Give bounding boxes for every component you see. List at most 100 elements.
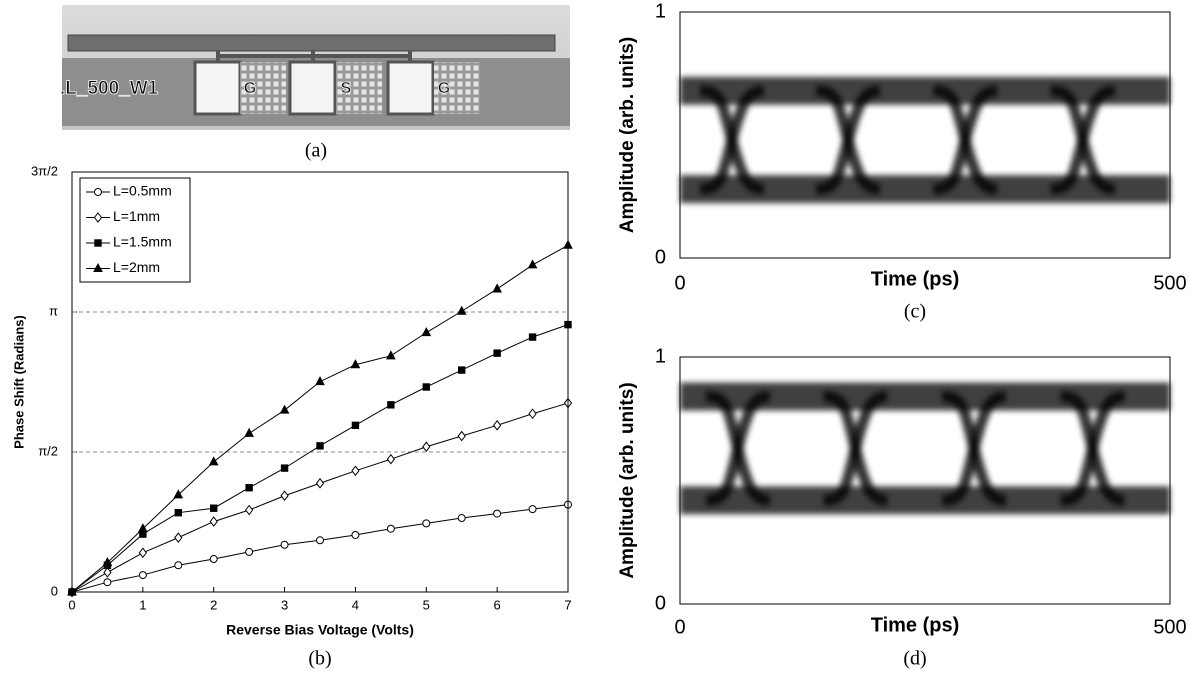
marker: [138, 571, 147, 580]
marker: [209, 555, 218, 564]
marker: [245, 547, 254, 556]
marker: [422, 383, 430, 391]
eye-trace: [933, 85, 998, 195]
marker: [316, 536, 324, 545]
marker: [279, 404, 290, 414]
marker: [94, 239, 102, 247]
legend-label: L=1mm: [113, 208, 160, 224]
marker: [93, 212, 103, 223]
eye-trace: [705, 391, 771, 506]
marker: [245, 484, 253, 492]
chip-photo: G S G .L_500_W1: [60, 5, 570, 130]
marker: [350, 359, 361, 369]
legend-label: L=0.5mm: [113, 183, 172, 199]
marker: [210, 504, 218, 512]
marker: [102, 557, 113, 567]
y-tick-label: 0: [655, 592, 666, 614]
eye-trace: [941, 391, 1007, 506]
eye-pattern: [680, 382, 1170, 515]
marker: [422, 441, 431, 453]
y-axis-label: Amplitude (arb. units): [617, 37, 638, 233]
marker: [493, 420, 502, 431]
eye-trace: [1050, 85, 1116, 195]
marker: [527, 259, 538, 269]
y-axis-label: Amplitude (arb. units): [617, 382, 638, 578]
x-tick-label: 4: [352, 597, 359, 612]
pad-label: G: [438, 80, 450, 97]
y-tick-label: 3π/2: [31, 163, 58, 178]
x-tick-label: 5: [423, 597, 430, 612]
marker: [386, 524, 395, 533]
pad-grid: [434, 62, 480, 114]
top-electrode: [67, 34, 556, 52]
series-line: [71, 402, 569, 593]
marker: [93, 262, 103, 272]
eye-trace: [1060, 391, 1125, 506]
caption: (c): [904, 301, 926, 323]
marker: [174, 532, 183, 543]
y-tick-label: 0: [51, 583, 58, 598]
marker: [351, 465, 360, 477]
x-tick-label: 6: [494, 597, 501, 612]
plot-frame: [679, 356, 1171, 605]
eye-trace: [823, 391, 888, 506]
marker: [528, 505, 537, 514]
marker: [174, 561, 183, 570]
marker: [351, 421, 360, 430]
marker: [351, 530, 360, 539]
pad-label: G: [244, 80, 256, 97]
y-tick-label: 1: [655, 0, 666, 22]
marker: [386, 350, 396, 360]
pad-grid: [336, 62, 382, 114]
series-line: [71, 324, 569, 593]
x-tick-label: 500: [1153, 616, 1186, 638]
x-tick-label: 3: [281, 597, 288, 612]
marker: [458, 366, 466, 374]
marker: [386, 453, 395, 465]
chip-label: .L_500_W1: [60, 78, 159, 99]
marker: [493, 509, 502, 518]
y-tick-label: π: [49, 303, 58, 318]
pad: [193, 60, 242, 116]
marker: [492, 283, 502, 293]
marker: [528, 333, 537, 341]
marker: [173, 489, 184, 499]
y-tick-label: π/2: [38, 443, 58, 458]
marker: [387, 401, 395, 409]
x-tick-label: 0: [674, 272, 685, 294]
legend-label: L=1.5mm: [113, 234, 172, 250]
marker: [493, 349, 501, 357]
x-tick-label: 500: [1153, 272, 1186, 294]
pad: [386, 60, 435, 116]
eye-pattern: [680, 76, 1170, 204]
x-tick-label: 2: [210, 597, 217, 612]
marker: [315, 376, 325, 386]
x-tick-label: 0: [674, 616, 685, 638]
x-axis-label: Time (ps): [871, 268, 960, 290]
marker: [245, 504, 254, 516]
y-axis-label: Phase Shift (Radians): [11, 315, 26, 449]
marker: [174, 508, 182, 517]
x-tick-label: 7: [564, 597, 571, 612]
x-tick-label: 1: [139, 597, 146, 612]
eye-trace: [699, 85, 765, 195]
marker: [209, 516, 218, 527]
y-tick-label: 1: [655, 345, 666, 367]
eye-trace: [815, 85, 881, 195]
marker: [315, 477, 325, 489]
pad: [288, 60, 337, 116]
marker: [103, 567, 112, 578]
marker: [208, 456, 219, 466]
marker: [421, 327, 432, 337]
marker: [103, 578, 112, 587]
pad-grid: [240, 62, 286, 114]
x-axis-label: Time (ps): [871, 614, 960, 636]
marker: [138, 547, 147, 559]
marker: [94, 188, 102, 196]
marker: [457, 514, 466, 523]
marker: [316, 442, 324, 450]
marker: [280, 540, 289, 549]
caption: (b): [308, 648, 331, 670]
marker: [528, 408, 537, 420]
